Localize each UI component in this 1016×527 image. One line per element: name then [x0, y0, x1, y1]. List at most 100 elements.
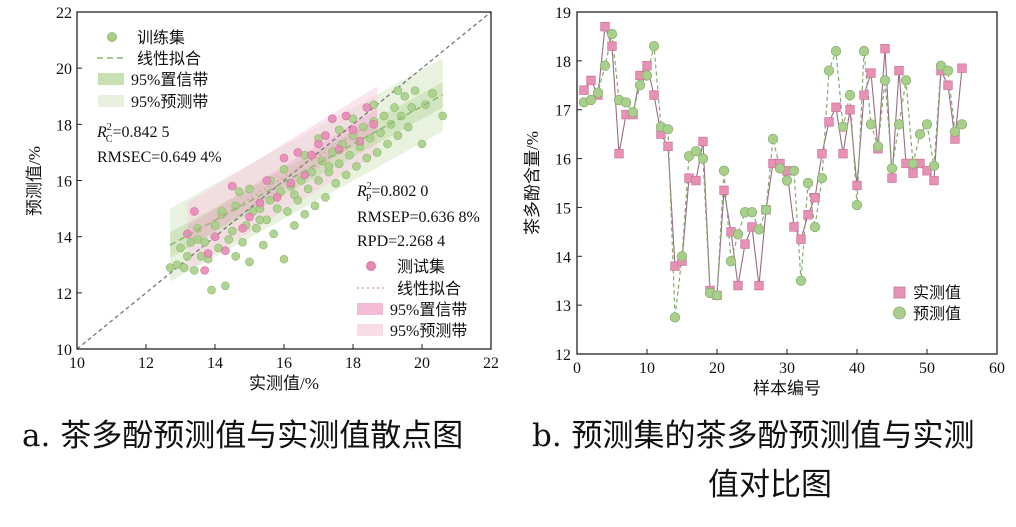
train-legend: 训练集 线性拟合 95%置信带 95%预测带 [97, 29, 208, 111]
test-legend: 测试集 线性拟合 95%置信带 95%预测带 [357, 258, 467, 340]
train-point [362, 153, 372, 163]
measured-point [579, 85, 589, 95]
legend-train-marker [107, 32, 117, 42]
measured-point [817, 149, 827, 159]
test-fit-line [186, 119, 378, 238]
legend-measured-label: 实测值 [913, 284, 961, 302]
predicted-point [760, 204, 772, 216]
test-point [286, 179, 296, 188]
y-tick-label: 20 [56, 61, 72, 78]
train-point [303, 184, 313, 194]
train-point [314, 176, 323, 185]
train-point [279, 164, 289, 174]
train-point [245, 184, 254, 194]
predicted-point [942, 65, 954, 76]
x-tick-label: 20 [709, 360, 725, 377]
test-point [245, 212, 254, 222]
train-point [352, 162, 361, 171]
predicted-point [802, 177, 814, 189]
predicted-point [956, 119, 968, 130]
train-point [321, 193, 330, 202]
y-tick-label: 13 [555, 298, 571, 315]
measured-point [866, 68, 876, 78]
predicted-point [753, 224, 765, 235]
measured-point [649, 90, 659, 100]
caption-b-line1: b. 预测集的茶多酚预测值与实测 [532, 418, 975, 454]
measured-point [719, 185, 729, 195]
x-tick-label: 50 [919, 360, 935, 377]
x-tick-label: 10 [69, 355, 85, 372]
test-point [203, 249, 213, 258]
predicted-point [746, 207, 758, 218]
legend-test-fit-label: 线性拟合 [397, 280, 461, 298]
predicted-point [928, 160, 940, 172]
predicted-point [774, 163, 786, 174]
panel-b-y-ticks: 12 13 14 15 16 17 18 19 [555, 5, 582, 364]
predicted-point [627, 107, 639, 118]
panel-b-line-chart: 0 10 20 30 40 50 60 12 13 14 15 16 17 18 19 样本编号 茶多酚含… [523, 5, 1005, 398]
train-point [403, 122, 413, 132]
measured-point [607, 41, 617, 51]
train-point [390, 103, 399, 112]
train-point [234, 187, 244, 197]
measured-point [922, 166, 932, 176]
measured-point [754, 280, 764, 291]
x-tick-label: 14 [207, 355, 223, 372]
test-point [327, 114, 337, 124]
predicted-point [865, 119, 877, 130]
train-point [190, 266, 199, 275]
panel-b-y-label: 茶多酚含量/% [523, 131, 542, 235]
predicted-point [830, 45, 842, 57]
y-tick-label: 22 [56, 5, 72, 22]
train-r2-text: R2 C=0.842 5 [96, 122, 169, 145]
y-tick-label: 12 [56, 286, 72, 303]
test-point [210, 232, 220, 241]
predicted-point [914, 128, 926, 140]
x-tick-label: 60 [989, 360, 1005, 377]
predicted-point [648, 41, 660, 52]
measured-point [586, 75, 596, 86]
measured-point [698, 136, 708, 147]
measured-point [691, 175, 701, 186]
y-tick-label: 14 [555, 249, 571, 266]
train-point [334, 159, 344, 168]
predicted-point [732, 229, 744, 240]
predicted-points-group [578, 28, 968, 323]
measured-point [859, 90, 869, 100]
train-point [379, 111, 389, 121]
predicted-point [879, 75, 891, 86]
train-point [393, 131, 403, 140]
y-tick-label: 12 [555, 347, 571, 364]
predicted-point [949, 126, 961, 137]
predicted-point [816, 172, 828, 184]
train-point [383, 139, 392, 149]
train-point [428, 89, 437, 98]
predicted-point [725, 256, 737, 267]
predicted-point [662, 124, 674, 135]
x-tick-label: 12 [138, 355, 154, 372]
train-point [207, 285, 216, 295]
predicted-point [676, 251, 688, 262]
predicted-point [858, 45, 870, 57]
legend-test-conf-swatch [357, 303, 383, 315]
train-point [210, 221, 220, 230]
y-tick-label: 15 [555, 200, 571, 217]
legend-test-conf-label: 95%置信带 [390, 301, 467, 319]
train-point [300, 209, 310, 219]
train-point [407, 103, 416, 112]
legend-measured-marker [893, 286, 906, 299]
predicted-point [781, 175, 793, 186]
train-point [245, 257, 254, 267]
train-point [376, 128, 385, 138]
test-rpd-text: RPD=2.268 4 [357, 233, 445, 250]
train-point [200, 237, 209, 247]
legend-train-pred-label: 95%预测带 [131, 93, 208, 111]
predicted-point [767, 133, 779, 145]
measured-point [614, 149, 624, 159]
predicted-point [886, 163, 898, 174]
measured-point [831, 102, 841, 112]
predicted-point [837, 121, 849, 132]
train-point [272, 204, 282, 213]
train-point [400, 91, 410, 101]
test-point [227, 181, 237, 191]
